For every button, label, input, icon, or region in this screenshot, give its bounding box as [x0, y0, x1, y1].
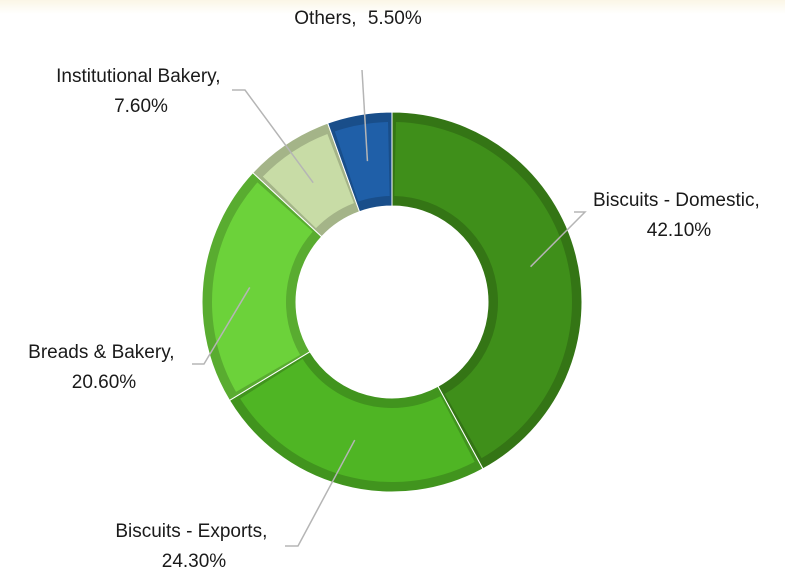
- label-biscuits-domestic-name: Biscuits - Domestic,: [593, 190, 760, 211]
- label-breads-bakery-value: 20.60%: [72, 372, 137, 393]
- slice-face-breads-bakery: [212, 182, 313, 392]
- leader-line-institutional-bakery: [232, 89, 314, 184]
- leader-line-biscuits-domestic: [530, 211, 587, 268]
- leader-lines-group: [192, 69, 587, 547]
- label-breads-bakery: Breads & Bakery, 20.60%: [28, 342, 180, 393]
- slices-group: [201, 111, 583, 493]
- leader-line-breads-bakery: [192, 287, 251, 365]
- label-others: Others, 5.50%: [294, 8, 422, 29]
- label-institutional-bakery-value: 7.60%: [114, 96, 168, 117]
- slice-face-biscuits-domestic: [394, 122, 572, 459]
- leader-line-biscuits-exports: [285, 439, 356, 547]
- label-institutional-bakery-name: Institutional Bakery,: [56, 66, 220, 87]
- label-biscuits-domestic-value: 42.10%: [647, 220, 712, 241]
- label-others-name: Others,: [294, 8, 356, 29]
- label-institutional-bakery: Institutional Bakery, 7.60%: [56, 66, 226, 117]
- label-biscuits-domestic: Biscuits - Domestic, 42.10%: [593, 190, 765, 241]
- label-biscuits-exports-name: Biscuits - Exports,: [115, 521, 267, 542]
- slice-face-biscuits-exports: [240, 358, 475, 482]
- slice-face-others: [334, 122, 390, 202]
- slice-face-institutional-bakery: [262, 134, 354, 229]
- label-biscuits-exports-value: 24.30%: [162, 551, 227, 572]
- label-others-value: 5.50%: [368, 8, 422, 29]
- label-biscuits-exports: Biscuits - Exports, 24.30%: [115, 521, 272, 572]
- leader-line-others: [361, 69, 369, 162]
- label-breads-bakery-name: Breads & Bakery,: [28, 342, 174, 363]
